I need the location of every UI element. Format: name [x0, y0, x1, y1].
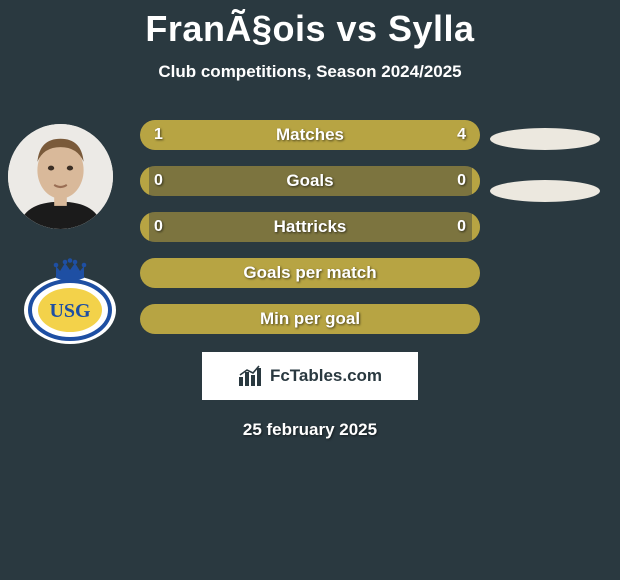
- player-left-avatar: [8, 124, 113, 229]
- brand-badge[interactable]: FcTables.com: [202, 352, 418, 400]
- subtitle: Club competitions, Season 2024/2025: [0, 62, 620, 82]
- footer-date: 25 february 2025: [0, 420, 620, 440]
- stat-label: Goals per match: [140, 258, 480, 288]
- stat-row: Min per goal: [140, 304, 480, 334]
- stat-label: Min per goal: [140, 304, 480, 334]
- stat-label: Matches: [140, 120, 480, 150]
- chart-icon: [238, 365, 264, 387]
- comparison-card: FranÃ§ois vs Sylla Club competitions, Se…: [0, 0, 620, 440]
- stat-row: Goals per match: [140, 258, 480, 288]
- stat-label: Goals: [140, 166, 480, 196]
- page-title: FranÃ§ois vs Sylla: [0, 8, 620, 50]
- player-left-club-logo: USG: [20, 258, 120, 346]
- brand-text: FcTables.com: [270, 366, 382, 386]
- player-right-club-placeholder: [490, 180, 600, 202]
- stat-row: 00Goals: [140, 166, 480, 196]
- player-right-avatar-placeholder: [490, 128, 600, 150]
- stat-row: 14Matches: [140, 120, 480, 150]
- svg-text:USG: USG: [49, 300, 91, 322]
- stat-label: Hattricks: [140, 212, 480, 242]
- stat-row: 00Hattricks: [140, 212, 480, 242]
